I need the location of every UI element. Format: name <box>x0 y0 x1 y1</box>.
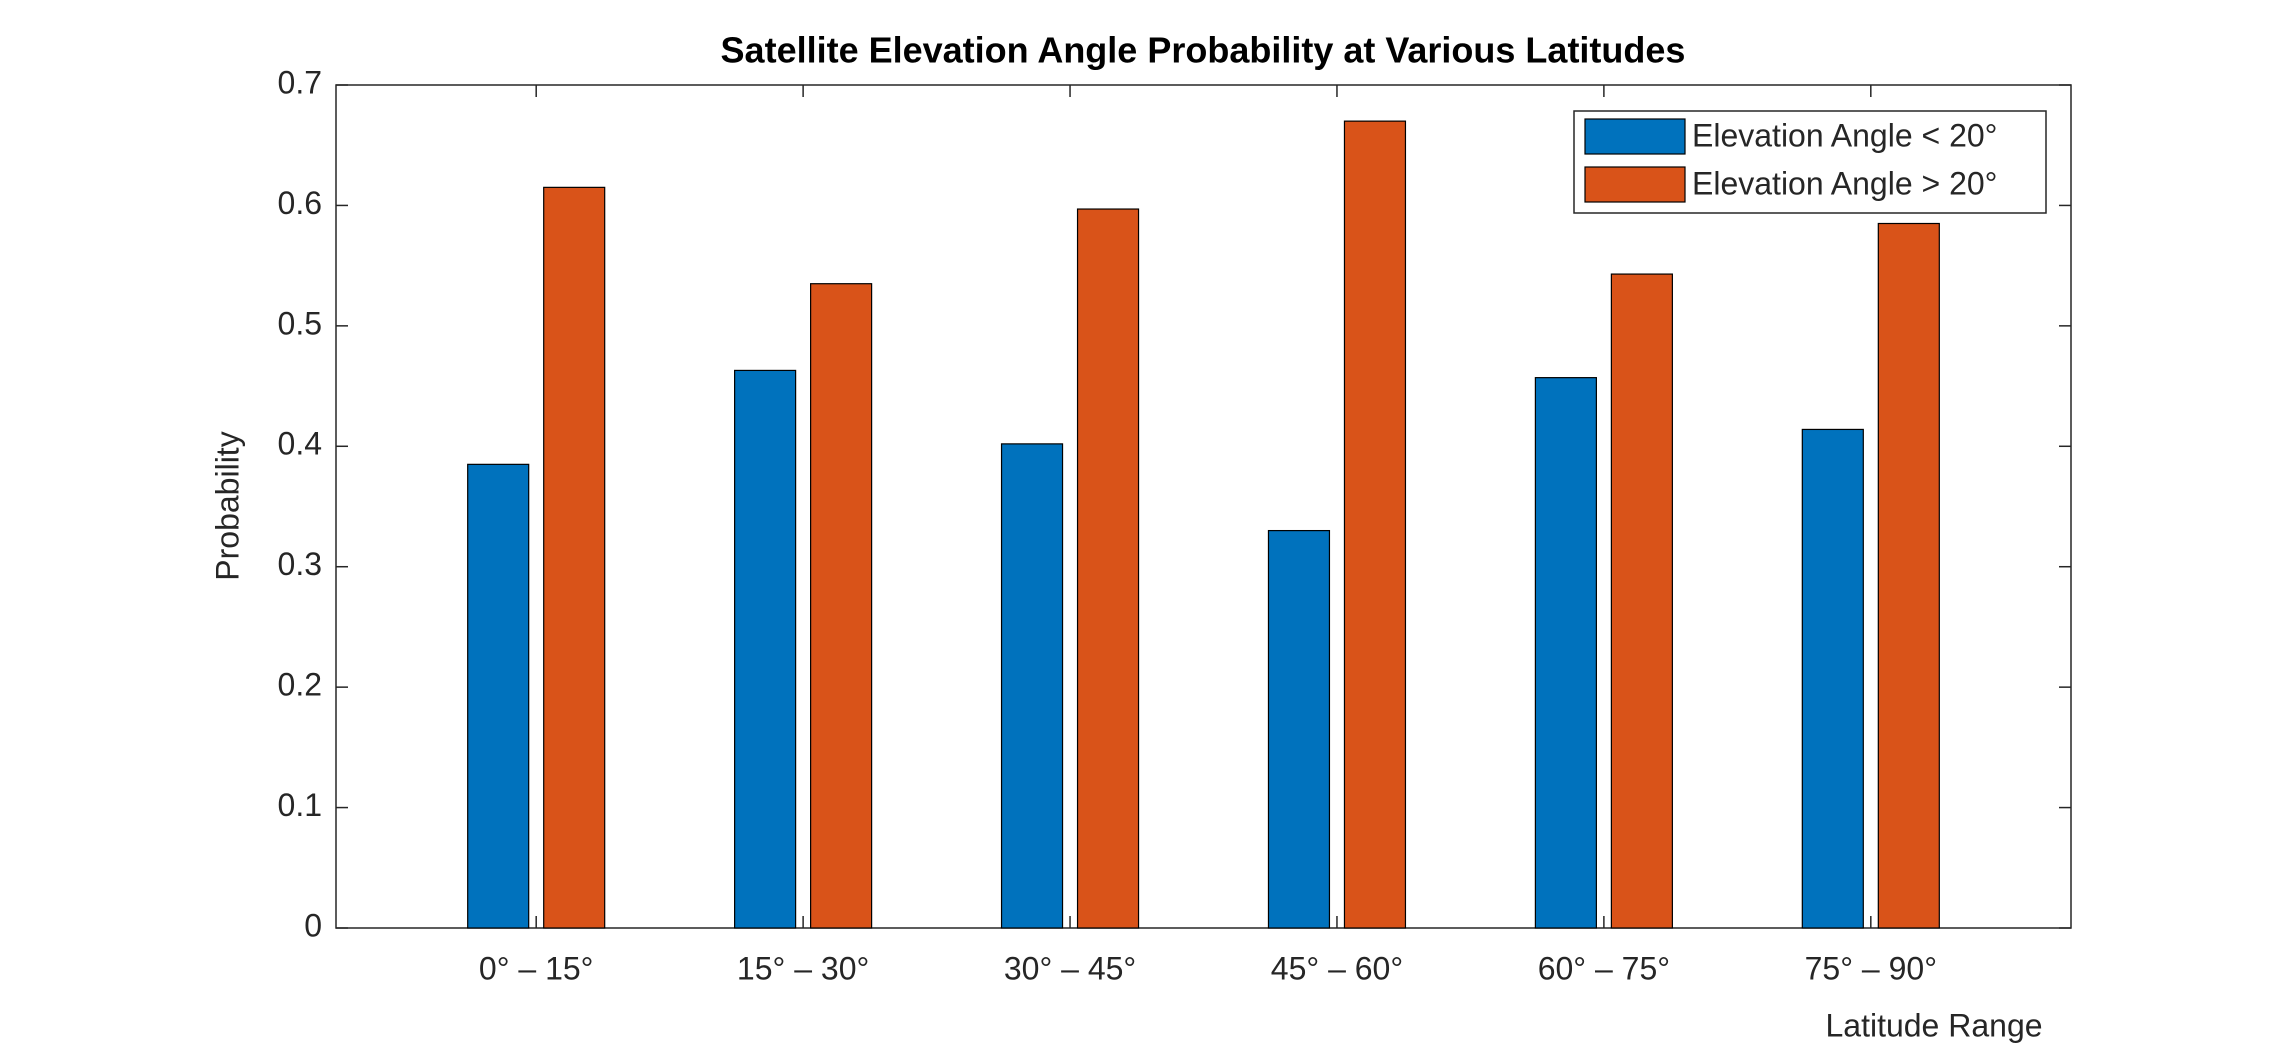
bar <box>1267 529 1331 929</box>
bar <box>543 186 606 929</box>
x-tick-label: 15° – 30° <box>737 950 869 986</box>
bar <box>1801 428 1864 929</box>
x-tick-label: 75° – 90° <box>1805 950 1937 986</box>
legend-swatch <box>1584 166 1686 203</box>
chart-title: Satellite Elevation Angle Probability at… <box>721 30 1686 71</box>
bar <box>1877 222 1940 929</box>
x-tick-label: 60° – 75° <box>1538 950 1670 986</box>
y-tick-label: 0.3 <box>278 546 322 582</box>
bar <box>734 369 797 929</box>
bar <box>1534 377 1597 929</box>
legend-label: Elevation Angle > 20° <box>1692 165 1997 201</box>
x-tick-label: 30° – 45° <box>1004 950 1136 986</box>
y-tick-label: 0 <box>304 907 322 943</box>
y-tick-label: 0.7 <box>278 64 322 100</box>
y-tick-label: 0.4 <box>278 426 322 462</box>
legend-label: Elevation Angle < 20° <box>1692 117 1997 153</box>
y-tick-label: 0.5 <box>278 305 322 341</box>
y-tick-label: 0.2 <box>278 667 322 703</box>
x-tick-label: 0° – 15° <box>479 950 594 986</box>
y-tick-label: 0.6 <box>278 185 322 221</box>
bar <box>1610 273 1673 929</box>
bar <box>1000 443 1064 929</box>
x-tick-label: 45° – 60° <box>1271 950 1403 986</box>
y-tick-label: 0.1 <box>278 787 322 823</box>
y-axis-label: Probability <box>209 431 245 580</box>
x-axis-label: Latitude Range <box>1825 1007 2042 1043</box>
bar <box>1076 208 1140 929</box>
bar <box>1343 120 1407 929</box>
bar <box>810 283 873 929</box>
plot-area <box>335 84 2072 929</box>
legend-swatch <box>1584 118 1686 155</box>
bar <box>467 463 530 929</box>
